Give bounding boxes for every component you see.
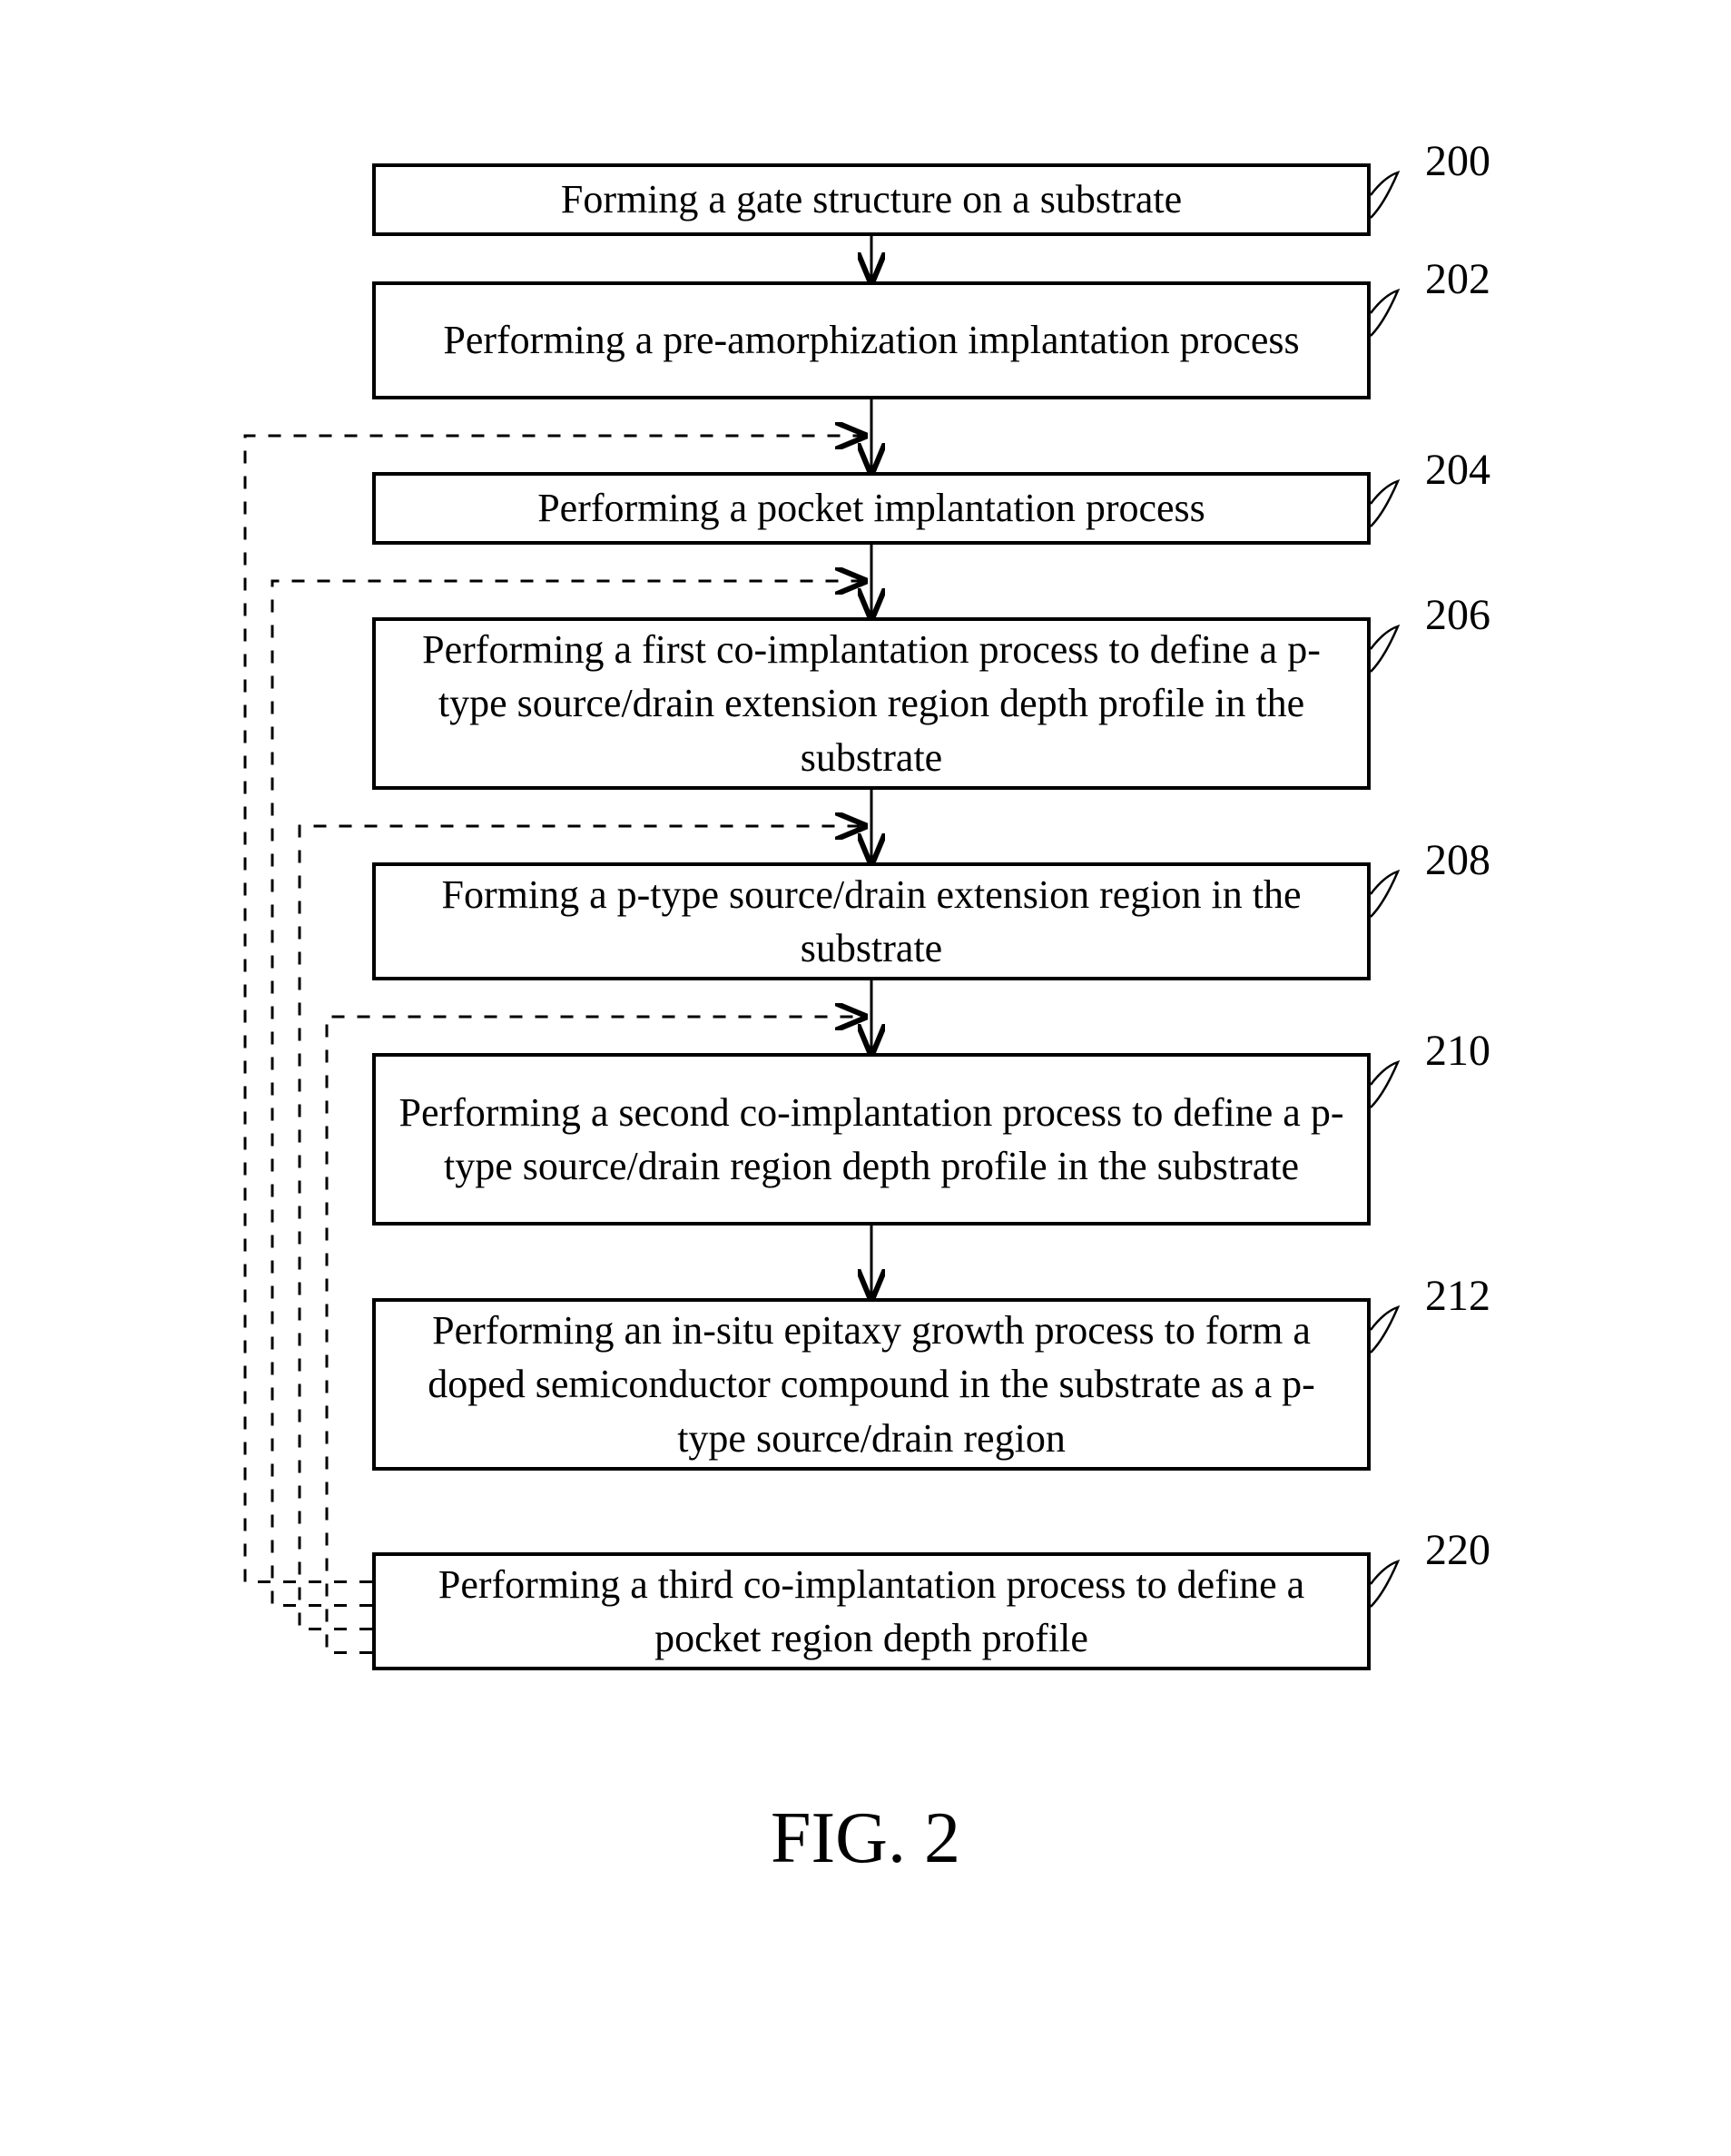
figure-caption: FIG. 2 (771, 1797, 960, 1880)
arrows-layer (200, 163, 1561, 1797)
